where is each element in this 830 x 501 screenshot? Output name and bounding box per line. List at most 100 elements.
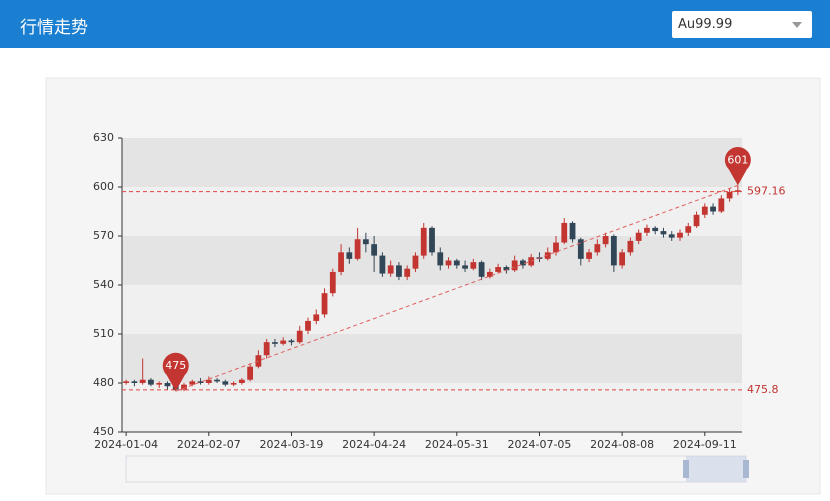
- candle-body: [371, 244, 378, 256]
- candle-body: [346, 252, 353, 259]
- y-tick-label: 510: [93, 327, 114, 340]
- x-tick-label: 2024-07-05: [507, 438, 571, 451]
- candle-body: [577, 239, 584, 259]
- candle-body: [644, 227, 650, 233]
- mark-point-pin: [724, 146, 751, 186]
- select-value: Au99.99: [678, 17, 733, 32]
- candle-body: [181, 384, 187, 390]
- y-tick-label: 540: [93, 278, 114, 291]
- candle-body: [445, 260, 452, 266]
- x-tick-label: 2024-05-31: [425, 438, 489, 451]
- candle-body: [280, 340, 287, 344]
- x-tick-label: 2024-04-24: [342, 438, 406, 451]
- candle-body: [214, 379, 220, 382]
- candle-body: [569, 222, 576, 240]
- candle-body: [726, 191, 733, 199]
- candle-body: [594, 244, 601, 253]
- x-tick-label: 2024-02-07: [177, 438, 241, 451]
- y-tick-label: 570: [93, 229, 114, 242]
- x-tick-label: 2024-03-19: [259, 438, 323, 451]
- candle-body: [139, 379, 146, 383]
- y-tick-label: 630: [93, 131, 114, 144]
- candle-body: [379, 255, 386, 274]
- candle-body: [247, 366, 254, 380]
- candle-body: [205, 379, 212, 383]
- candle-body: [544, 252, 551, 259]
- candle-body: [437, 252, 444, 266]
- y-tick-label: 480: [93, 376, 114, 389]
- split-area: [122, 383, 742, 432]
- zoom-window[interactable]: [686, 456, 746, 482]
- candle-body: [396, 265, 402, 277]
- candle-body: [553, 242, 559, 253]
- candle-body: [685, 226, 692, 233]
- candle-body: [503, 267, 510, 271]
- candle-body: [387, 265, 394, 274]
- zoom-handle[interactable]: [743, 460, 749, 478]
- candle-body: [635, 232, 642, 241]
- candle-body: [238, 379, 245, 383]
- header-bar: 行情走势 Au99.99: [0, 0, 830, 48]
- candle-body: [710, 206, 716, 212]
- candle-body: [520, 260, 526, 266]
- candle-body: [486, 271, 493, 277]
- candle-body: [462, 265, 468, 269]
- candle-body: [288, 340, 295, 343]
- candle-body: [123, 381, 130, 383]
- zoom-handle[interactable]: [683, 460, 689, 478]
- candle-body: [412, 255, 419, 269]
- split-area: [122, 138, 742, 187]
- candle-body: [321, 293, 328, 315]
- candle-body: [329, 271, 336, 294]
- y-tick-label: 450: [93, 425, 114, 438]
- select-arrow: [792, 22, 802, 28]
- candle-body: [478, 262, 485, 277]
- x-tick-label: 2024-08-08: [590, 438, 654, 451]
- candle-body: [693, 214, 700, 227]
- candle-body: [148, 379, 154, 385]
- candle-body: [610, 236, 617, 266]
- candle-body: [495, 267, 502, 272]
- candle-body: [561, 222, 568, 243]
- candle-body: [718, 198, 725, 212]
- candle-body: [470, 262, 477, 269]
- candle-body: [362, 239, 369, 245]
- candle-body: [189, 381, 196, 385]
- candle-body: [619, 252, 626, 266]
- candle-body: [263, 342, 270, 356]
- split-area: [122, 285, 742, 334]
- candle-body: [255, 355, 262, 367]
- x-tick-label: 2024-01-04: [94, 438, 158, 451]
- candle-body: [701, 206, 708, 215]
- candle-body: [338, 252, 344, 272]
- candle-body: [305, 320, 311, 331]
- candle-body: [164, 383, 171, 387]
- candle-body: [230, 383, 237, 385]
- mark-line-label: 475.8: [747, 383, 779, 396]
- candle-body: [272, 342, 278, 344]
- mark-point-label: 475: [165, 359, 186, 372]
- candle-body: [354, 239, 361, 259]
- candle-body: [453, 260, 460, 266]
- candle-body: [734, 190, 741, 192]
- candle-body: [429, 227, 435, 253]
- product-select[interactable]: Au99.99: [672, 11, 812, 38]
- candle-body: [222, 381, 229, 385]
- y-tick-label: 600: [93, 180, 114, 193]
- candle-body: [404, 268, 411, 277]
- candle-body: [668, 234, 675, 238]
- trend-line: [175, 184, 739, 392]
- candle-body: [652, 227, 659, 232]
- x-tick-label: 2024-09-11: [673, 438, 737, 451]
- mark-line-label: 597.16: [747, 185, 786, 198]
- split-area: [122, 334, 742, 383]
- candle-body: [627, 240, 634, 253]
- candle-body: [602, 236, 609, 245]
- candle-body: [677, 232, 683, 238]
- page-title: 行情走势: [20, 18, 88, 38]
- mark-point-label: 601: [727, 153, 748, 166]
- candle-body: [660, 231, 667, 235]
- mark-point-pin: [162, 352, 189, 392]
